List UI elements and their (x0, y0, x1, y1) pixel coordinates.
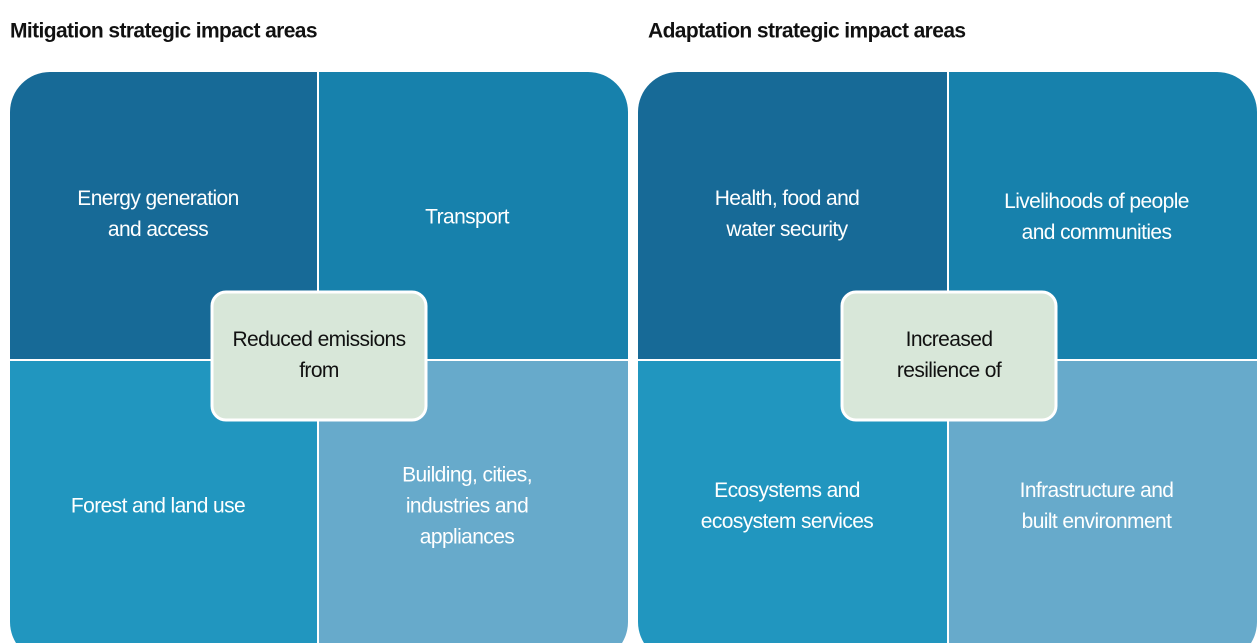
quadrant-label: built environment (1022, 510, 1172, 533)
quadrant-label: Health, food and (715, 187, 860, 210)
quadrant-label: Livelihoods of people (1004, 190, 1189, 213)
center-label: resilience of (897, 359, 1002, 382)
center-box (840, 290, 1058, 422)
center-label: Increased (906, 328, 993, 351)
panel-title: Adaptation strategic impact areas (648, 20, 965, 43)
quadrant-label: Ecosystems and (714, 479, 860, 502)
quadrant-label: Infrastructure and (1020, 479, 1174, 502)
quadrant-label: ecosystem services (701, 510, 874, 533)
center-box (210, 290, 428, 422)
quadrant-label: water security (725, 218, 848, 241)
quadrant-label: industries and (406, 495, 528, 518)
quadrant-label: Energy generation (77, 187, 238, 210)
quadrant-label: Forest and land use (71, 495, 245, 518)
center-label: from (299, 359, 339, 382)
quadrant-label: and access (108, 218, 208, 241)
quadrant-label: appliances (420, 526, 515, 549)
center-label: Reduced emissions (232, 328, 405, 351)
panel-title: Mitigation strategic impact areas (10, 20, 317, 43)
quadrant-label: Building, cities, (402, 464, 532, 487)
quadrant-label: Transport (425, 206, 509, 229)
quadrant-label: and communities (1022, 221, 1172, 244)
